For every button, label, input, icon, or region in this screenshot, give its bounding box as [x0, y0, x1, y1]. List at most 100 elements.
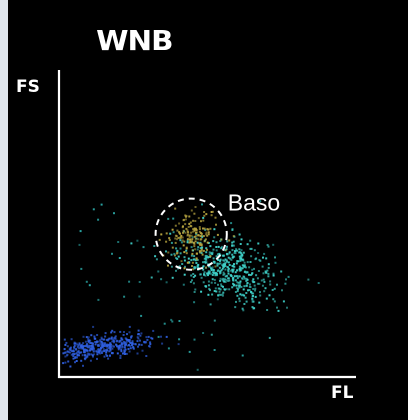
baso-cluster-point — [190, 241, 193, 244]
monocyte-cluster-point — [272, 272, 275, 275]
lymphocyte-neutrophil-cluster-point — [69, 349, 72, 351]
lymphocyte-neutrophil-cluster-point — [108, 337, 111, 340]
lymphocyte-neutrophil-cluster-point — [161, 342, 164, 345]
lymphocyte-neutrophil-cluster-point — [103, 342, 106, 344]
baso-cluster-point — [190, 239, 193, 242]
lymphocyte-neutrophil-cluster-point — [77, 350, 80, 353]
monocyte-cluster-point — [243, 303, 246, 305]
lymphocyte-neutrophil-cluster-point — [92, 346, 95, 349]
baso-cluster-point — [186, 229, 189, 232]
lymphocyte-neutrophil-cluster-point — [106, 345, 109, 348]
lymphocyte-neutrophil-cluster-point — [132, 347, 135, 350]
lymphocyte-neutrophil-cluster-point — [140, 332, 143, 335]
monocyte-cluster-point — [204, 254, 207, 257]
baso-cluster-point — [168, 239, 171, 241]
monocyte-cluster-point — [179, 239, 182, 242]
baso-cluster-point — [209, 255, 212, 258]
monocyte-cluster-point — [267, 275, 270, 278]
baso-cluster-point — [202, 219, 205, 222]
monocyte-cluster-point — [216, 274, 218, 277]
lymphocyte-neutrophil-cluster-point — [145, 336, 148, 339]
monocyte-cluster-point — [130, 242, 133, 245]
baso-cluster-point — [202, 249, 205, 252]
lymphocyte-neutrophil-cluster-point — [86, 352, 89, 355]
monocyte-cluster-point — [266, 309, 269, 311]
scatter-debris-point — [157, 335, 160, 338]
scatter-debris-point — [117, 241, 120, 243]
monocyte-cluster-point — [243, 261, 246, 264]
monocyte-cluster-point — [251, 292, 254, 295]
monocyte-cluster-point — [259, 291, 261, 294]
monocyte-cluster-point — [176, 257, 179, 260]
monocyte-cluster-point — [208, 251, 211, 254]
lymphocyte-neutrophil-cluster-point — [119, 344, 121, 347]
monocyte-cluster-point — [246, 278, 249, 281]
monocyte-cluster-point — [207, 270, 210, 273]
scatter-debris-point — [287, 275, 290, 278]
lymphocyte-neutrophil-cluster-point — [109, 354, 111, 357]
monocyte-cluster-point — [209, 289, 211, 292]
scatter-debris-point — [213, 349, 216, 351]
monocyte-cluster-point — [214, 272, 217, 275]
monocyte-cluster-point — [252, 278, 255, 281]
baso-cluster-point — [188, 215, 191, 218]
monocyte-cluster-point — [252, 307, 255, 310]
monocyte-cluster-point — [219, 288, 222, 291]
baso-cluster-point — [183, 218, 185, 221]
monocyte-cluster-point — [219, 277, 222, 280]
monocyte-cluster-point — [246, 261, 249, 264]
monocyte-cluster-point — [208, 265, 211, 268]
monocyte-cluster-point — [237, 275, 240, 278]
data-points — [62, 200, 320, 371]
baso-cluster-point — [193, 243, 196, 245]
scatter-debris-point — [274, 261, 277, 264]
lymphocyte-neutrophil-cluster-point — [99, 348, 102, 351]
x-axis-label: FL — [331, 383, 354, 403]
lymphocyte-neutrophil-cluster-point — [67, 360, 70, 363]
monocyte-cluster-point — [237, 288, 239, 291]
monocyte-cluster-point — [217, 283, 219, 286]
monocyte-cluster-point — [230, 258, 233, 261]
lymphocyte-neutrophil-cluster-point — [78, 354, 80, 357]
monocyte-cluster-point — [248, 266, 251, 269]
baso-cluster-point — [185, 252, 188, 255]
monocyte-cluster-point — [259, 294, 262, 297]
monocyte-cluster-point — [205, 251, 208, 254]
lymphocyte-neutrophil-cluster-point — [100, 338, 103, 340]
monocyte-cluster-point — [200, 290, 203, 293]
monocyte-cluster-point — [155, 258, 158, 261]
lymphocyte-neutrophil-cluster-point — [136, 336, 139, 339]
monocyte-cluster-point — [211, 293, 214, 296]
monocyte-cluster-point — [274, 256, 276, 259]
baso-cluster-point — [198, 250, 201, 253]
baso-cluster-point — [185, 227, 188, 230]
monocyte-cluster-point — [249, 283, 251, 286]
lymphocyte-neutrophil-cluster-point — [110, 337, 113, 340]
monocyte-cluster-point — [221, 267, 224, 270]
monocyte-cluster-point — [192, 276, 195, 278]
monocyte-cluster-point — [232, 282, 234, 285]
monocyte-cluster-point — [192, 282, 195, 285]
baso-cluster-point — [206, 228, 209, 231]
monocyte-cluster-point — [224, 262, 227, 264]
monocyte-cluster-point — [212, 248, 215, 251]
lymphocyte-neutrophil-cluster-point — [72, 357, 75, 360]
lymphocyte-neutrophil-cluster-point — [137, 337, 140, 340]
monocyte-cluster-point — [239, 251, 242, 254]
baso-cluster-point — [200, 248, 203, 251]
scatter-debris-point — [123, 295, 126, 298]
monocyte-cluster-point — [243, 294, 246, 297]
lymphocyte-neutrophil-cluster-point — [76, 345, 79, 348]
monocyte-cluster-point — [235, 284, 238, 287]
lymphocyte-neutrophil-cluster-point — [99, 343, 102, 345]
lymphocyte-neutrophil-cluster-point — [90, 353, 93, 356]
monocyte-cluster-point — [234, 291, 237, 293]
lymphocyte-neutrophil-cluster-point — [120, 350, 123, 353]
lymphocyte-neutrophil-cluster-point — [111, 352, 114, 355]
monocyte-cluster-point — [232, 244, 235, 247]
monocyte-cluster-point — [224, 268, 227, 271]
lymphocyte-neutrophil-cluster-point — [139, 339, 141, 342]
monocyte-cluster-point — [216, 264, 219, 267]
monocyte-cluster-point — [175, 257, 177, 260]
lymphocyte-neutrophil-cluster-point — [64, 361, 67, 364]
